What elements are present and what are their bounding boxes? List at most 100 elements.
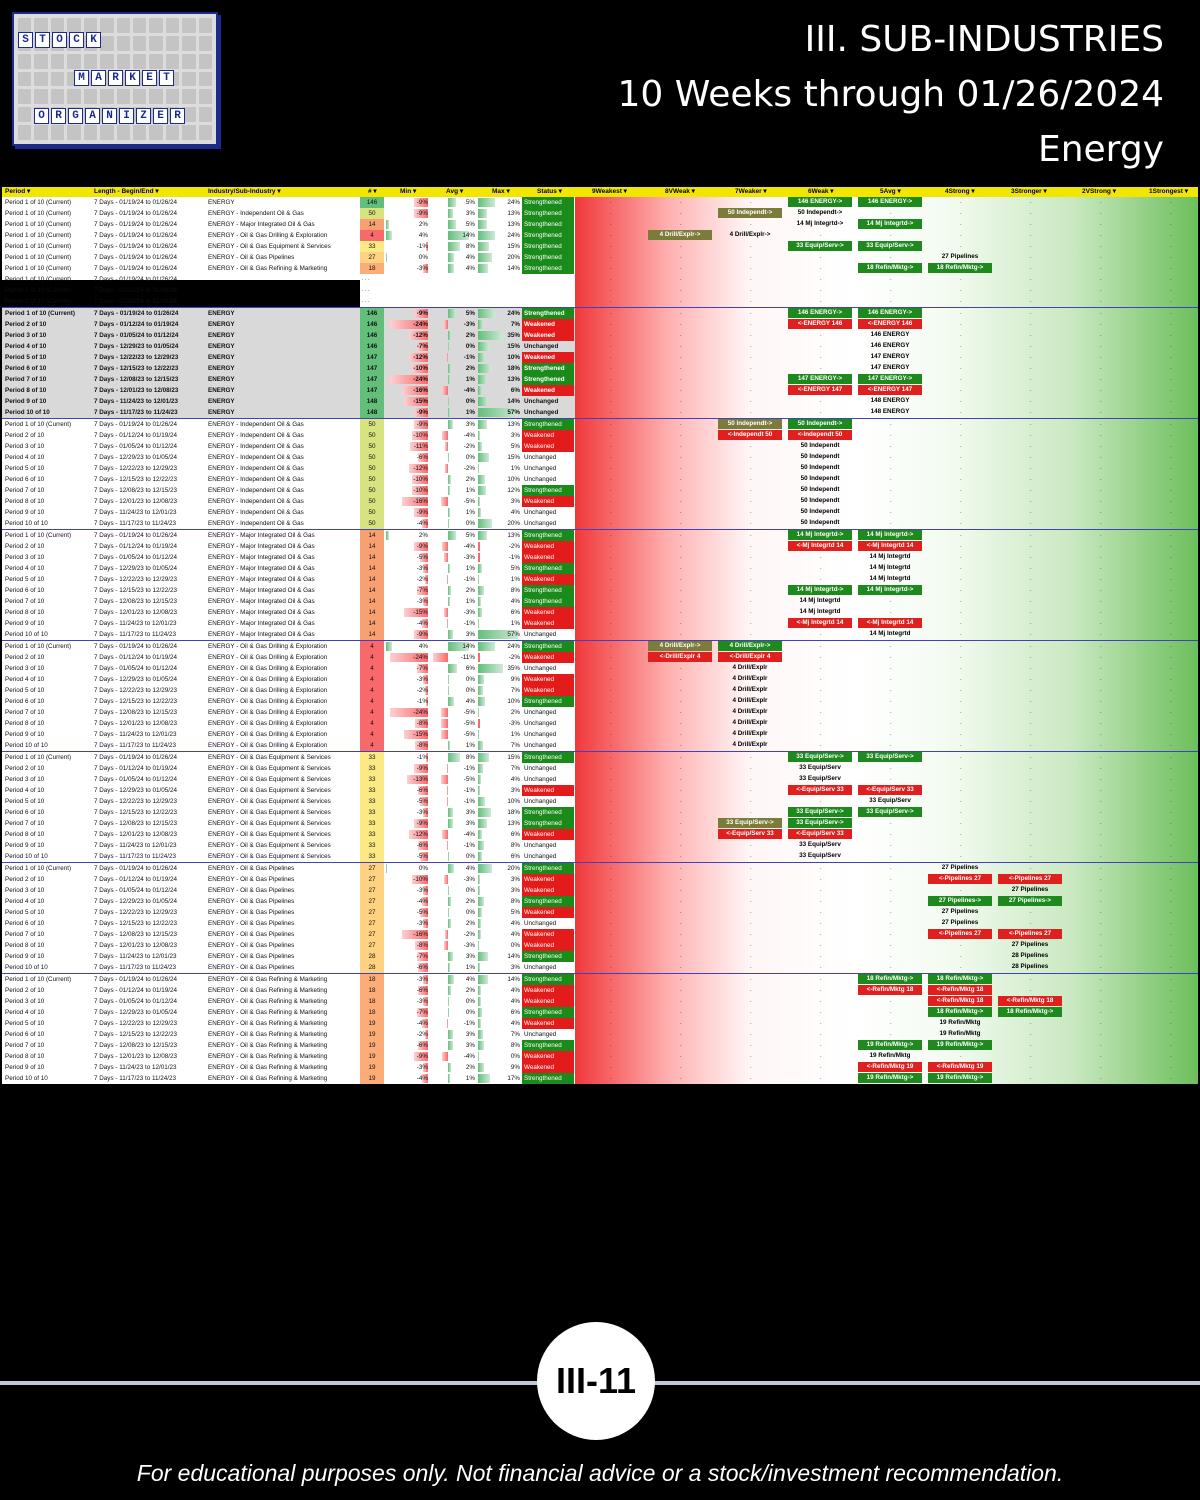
cell-num: 28 <box>360 951 384 962</box>
zone-dot: . <box>1170 676 1172 682</box>
zone-dot: . <box>680 931 682 937</box>
zone-dot: . <box>820 598 822 604</box>
column-header[interactable]: 8VWeak ▾ <box>665 188 695 195</box>
cell-avg: 8% <box>465 754 475 761</box>
zone-dot: . <box>960 643 962 649</box>
table-row: Period 1 of 10 (Current) 7 Days - 01/19/2… <box>2 418 1198 430</box>
zone-dot: . <box>1100 365 1102 371</box>
zone-dot: . <box>960 398 962 404</box>
column-header[interactable]: 1Strongest ▾ <box>1149 188 1189 195</box>
cell-per: Period 4 of 10 <box>5 1009 45 1016</box>
zone-dot: . <box>890 498 892 504</box>
logo-letter: K <box>86 32 101 48</box>
cell-per: Period 1 of 10 (Current) <box>5 276 72 283</box>
cell-num: 4 <box>360 740 384 751</box>
cell-avg: -3% <box>463 321 475 328</box>
zone-dot: . <box>1170 731 1172 737</box>
zone-dot: . <box>960 432 962 438</box>
cell-st Strengthened: Strengthened <box>522 485 574 496</box>
column-header[interactable]: 5Avg ▾ <box>880 188 901 195</box>
cell-per: Period 2 of 10 <box>5 543 45 550</box>
zone-dot: . <box>610 731 612 737</box>
cell-avg: 0% <box>465 520 475 527</box>
zone-dot: . <box>750 876 752 882</box>
zone-dot: . <box>750 998 752 1004</box>
strength-chip: <-ENERGY 147 <box>788 385 852 395</box>
zone-dot: . <box>1100 842 1102 848</box>
column-header[interactable]: Length - Begin/End ▾ <box>94 188 159 195</box>
cell-avg: 1% <box>465 742 475 749</box>
column-header[interactable]: 3Stronger ▾ <box>1011 188 1047 195</box>
cell-ind: ENERGY - Oil & Gas Equipment & Services <box>208 754 331 761</box>
cell-per: Period 3 of 10 <box>5 776 45 783</box>
zone-dot: . <box>820 998 822 1004</box>
zone-dot: . <box>820 565 822 571</box>
cell-num: 27 <box>360 874 384 885</box>
zone-dot: . <box>890 920 892 926</box>
value-bar <box>443 553 448 562</box>
cell-per: Period 9 of 10 <box>5 1064 45 1071</box>
logo-cell <box>165 125 180 140</box>
zone-dot: . <box>1100 509 1102 515</box>
cell-ind: ENERGY - Oil & Gas Equipment & Services <box>208 787 331 794</box>
zone-dot: . <box>960 964 962 970</box>
column-header[interactable]: Period ▾ <box>5 188 31 195</box>
value-bar <box>448 686 449 695</box>
cell-avg: 5% <box>465 221 475 228</box>
zone-dot: . <box>750 953 752 959</box>
cell-per: Period 6 of 10 <box>5 920 45 927</box>
zone-dot: . <box>750 265 752 271</box>
cell-len: 7 Days - 01/19/24 to 01/26/24 <box>94 421 177 428</box>
logo-cell <box>182 53 196 69</box>
column-header[interactable]: Avg ▾ <box>446 188 464 195</box>
cell-avg: -4% <box>463 543 475 550</box>
logo-letter: Z <box>136 108 151 124</box>
cell-ind: ENERGY - Independent Oil & Gas <box>208 432 304 439</box>
zone-dot: . <box>680 298 682 304</box>
zone-dot: . <box>960 742 962 748</box>
cell-num: 27 <box>360 929 384 940</box>
zone-dot: . <box>820 520 822 526</box>
cell-st Unchanged: Unchanged <box>524 709 557 716</box>
zone-dot: . <box>610 1064 612 1070</box>
cell-avg: 1% <box>465 487 475 494</box>
column-header[interactable]: # ▾ <box>368 188 377 195</box>
cell-min: -4% <box>416 898 428 905</box>
zone-dot: . <box>890 842 892 848</box>
column-header[interactable]: 9Weakest ▾ <box>592 188 627 195</box>
column-header[interactable]: 4Strong ▾ <box>945 188 975 195</box>
strength-chip: 33 Equip/Serv-> <box>858 241 922 251</box>
zone-dot: . <box>1030 243 1032 249</box>
cell-num: 14 <box>360 607 384 618</box>
table-row: Period 1 of 10 (Current) 7 Days - 01/19/2… <box>2 296 1198 307</box>
zone-dot: . <box>960 687 962 693</box>
cell-num: 18 <box>360 1007 384 1018</box>
cell-avg: 2% <box>465 476 475 483</box>
zone-dot: . <box>960 387 962 393</box>
column-header[interactable]: Status ▾ <box>537 188 562 195</box>
cell-max: 3% <box>510 787 520 794</box>
table-row: Period 3 of 10 7 Days - 01/05/24 to 01/12… <box>2 996 1198 1007</box>
zone-dot: . <box>1170 720 1172 726</box>
column-header[interactable]: Industry/Sub-Industry ▾ <box>208 188 281 195</box>
table-row: Period 1 of 10 (Current) 7 Days - 01/19/2… <box>2 751 1198 763</box>
column-header[interactable]: 7Weaker ▾ <box>735 188 767 195</box>
zone-dot: . <box>610 210 612 216</box>
column-header[interactable]: 2VStrong ▾ <box>1082 188 1116 195</box>
value-bar <box>478 497 481 506</box>
zone-dot: . <box>680 221 682 227</box>
cell-per: Period 8 of 10 <box>5 498 45 505</box>
column-header[interactable]: Min ▾ <box>400 188 417 195</box>
table-row: Period 8 of 10 7 Days - 12/01/23 to 12/08… <box>2 829 1198 840</box>
column-header[interactable]: 6Weak ▾ <box>808 188 834 195</box>
cell-min: -12% <box>413 332 428 339</box>
cell-ind: . <box>208 276 210 283</box>
zone-dot: . <box>890 776 892 782</box>
cell-per: Period 5 of 10 <box>5 798 45 805</box>
cell-min: -16% <box>413 498 428 505</box>
zone-dot: . <box>890 343 892 349</box>
zone-dot: . <box>820 953 822 959</box>
value-bar <box>386 231 393 240</box>
zone-dot: . <box>890 887 892 893</box>
column-header[interactable]: Max ▾ <box>492 188 510 195</box>
